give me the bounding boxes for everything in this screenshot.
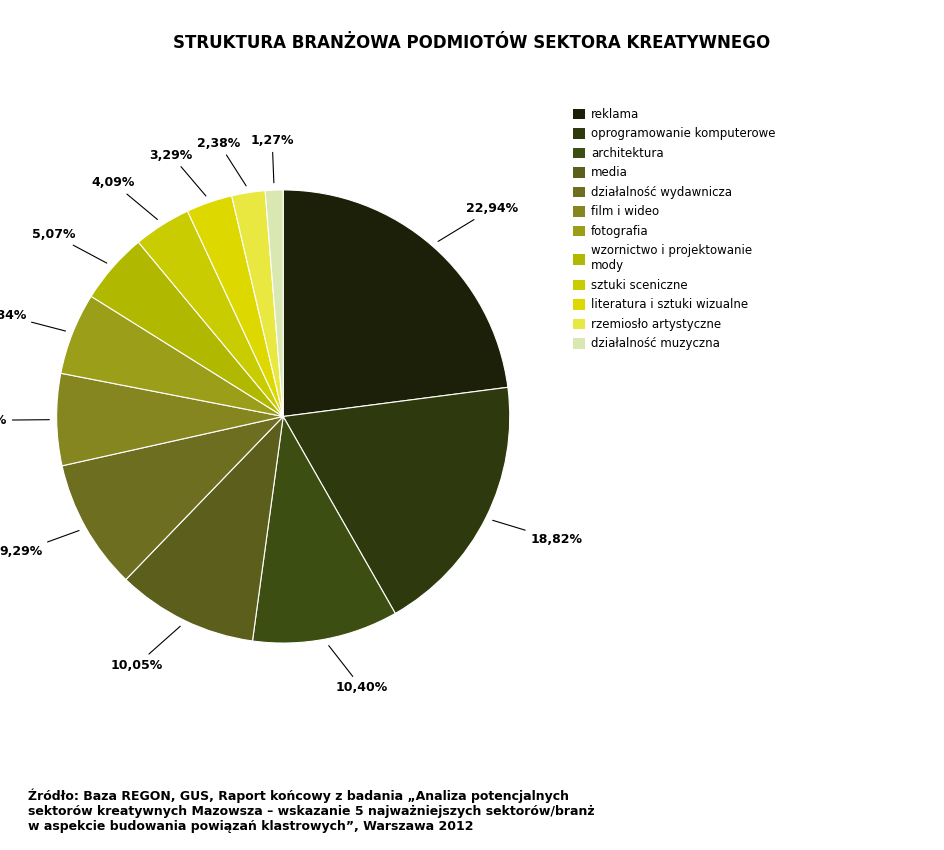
Text: 5,07%: 5,07% (31, 228, 107, 264)
Text: 2,38%: 2,38% (197, 137, 246, 186)
Wedge shape (265, 190, 283, 416)
Text: 18,82%: 18,82% (493, 520, 582, 547)
Text: 5,84%: 5,84% (0, 309, 65, 331)
Text: 22,94%: 22,94% (438, 202, 517, 241)
Wedge shape (57, 373, 283, 466)
Wedge shape (126, 416, 283, 641)
Text: 6,55%: 6,55% (0, 414, 49, 427)
Legend: reklama, oprogramowanie komputerowe, architektura, media, działalność wydawnicza: reklama, oprogramowanie komputerowe, arc… (573, 108, 775, 350)
Text: 3,29%: 3,29% (150, 149, 206, 196)
Wedge shape (252, 416, 396, 643)
Wedge shape (188, 196, 283, 416)
Text: STRUKTURA BRANŻOWA PODMIOTÓW SEKTORA KREATYWNEGO: STRUKTURA BRANŻOWA PODMIOTÓW SEKTORA KRE… (174, 34, 770, 52)
Text: Źródło: Baza REGON, GUS, Raport końcowy z badania „Analiza potencjalnych
sektoró: Źródło: Baza REGON, GUS, Raport końcowy … (28, 789, 595, 833)
Wedge shape (62, 416, 283, 580)
Wedge shape (283, 388, 510, 614)
Wedge shape (92, 242, 283, 416)
Wedge shape (139, 211, 283, 416)
Text: 10,40%: 10,40% (329, 646, 388, 694)
Text: 9,29%: 9,29% (0, 530, 79, 558)
Wedge shape (231, 190, 283, 416)
Text: 10,05%: 10,05% (110, 626, 180, 672)
Wedge shape (60, 297, 283, 416)
Text: 4,09%: 4,09% (92, 177, 158, 219)
Wedge shape (283, 190, 508, 416)
Text: 1,27%: 1,27% (250, 133, 294, 183)
